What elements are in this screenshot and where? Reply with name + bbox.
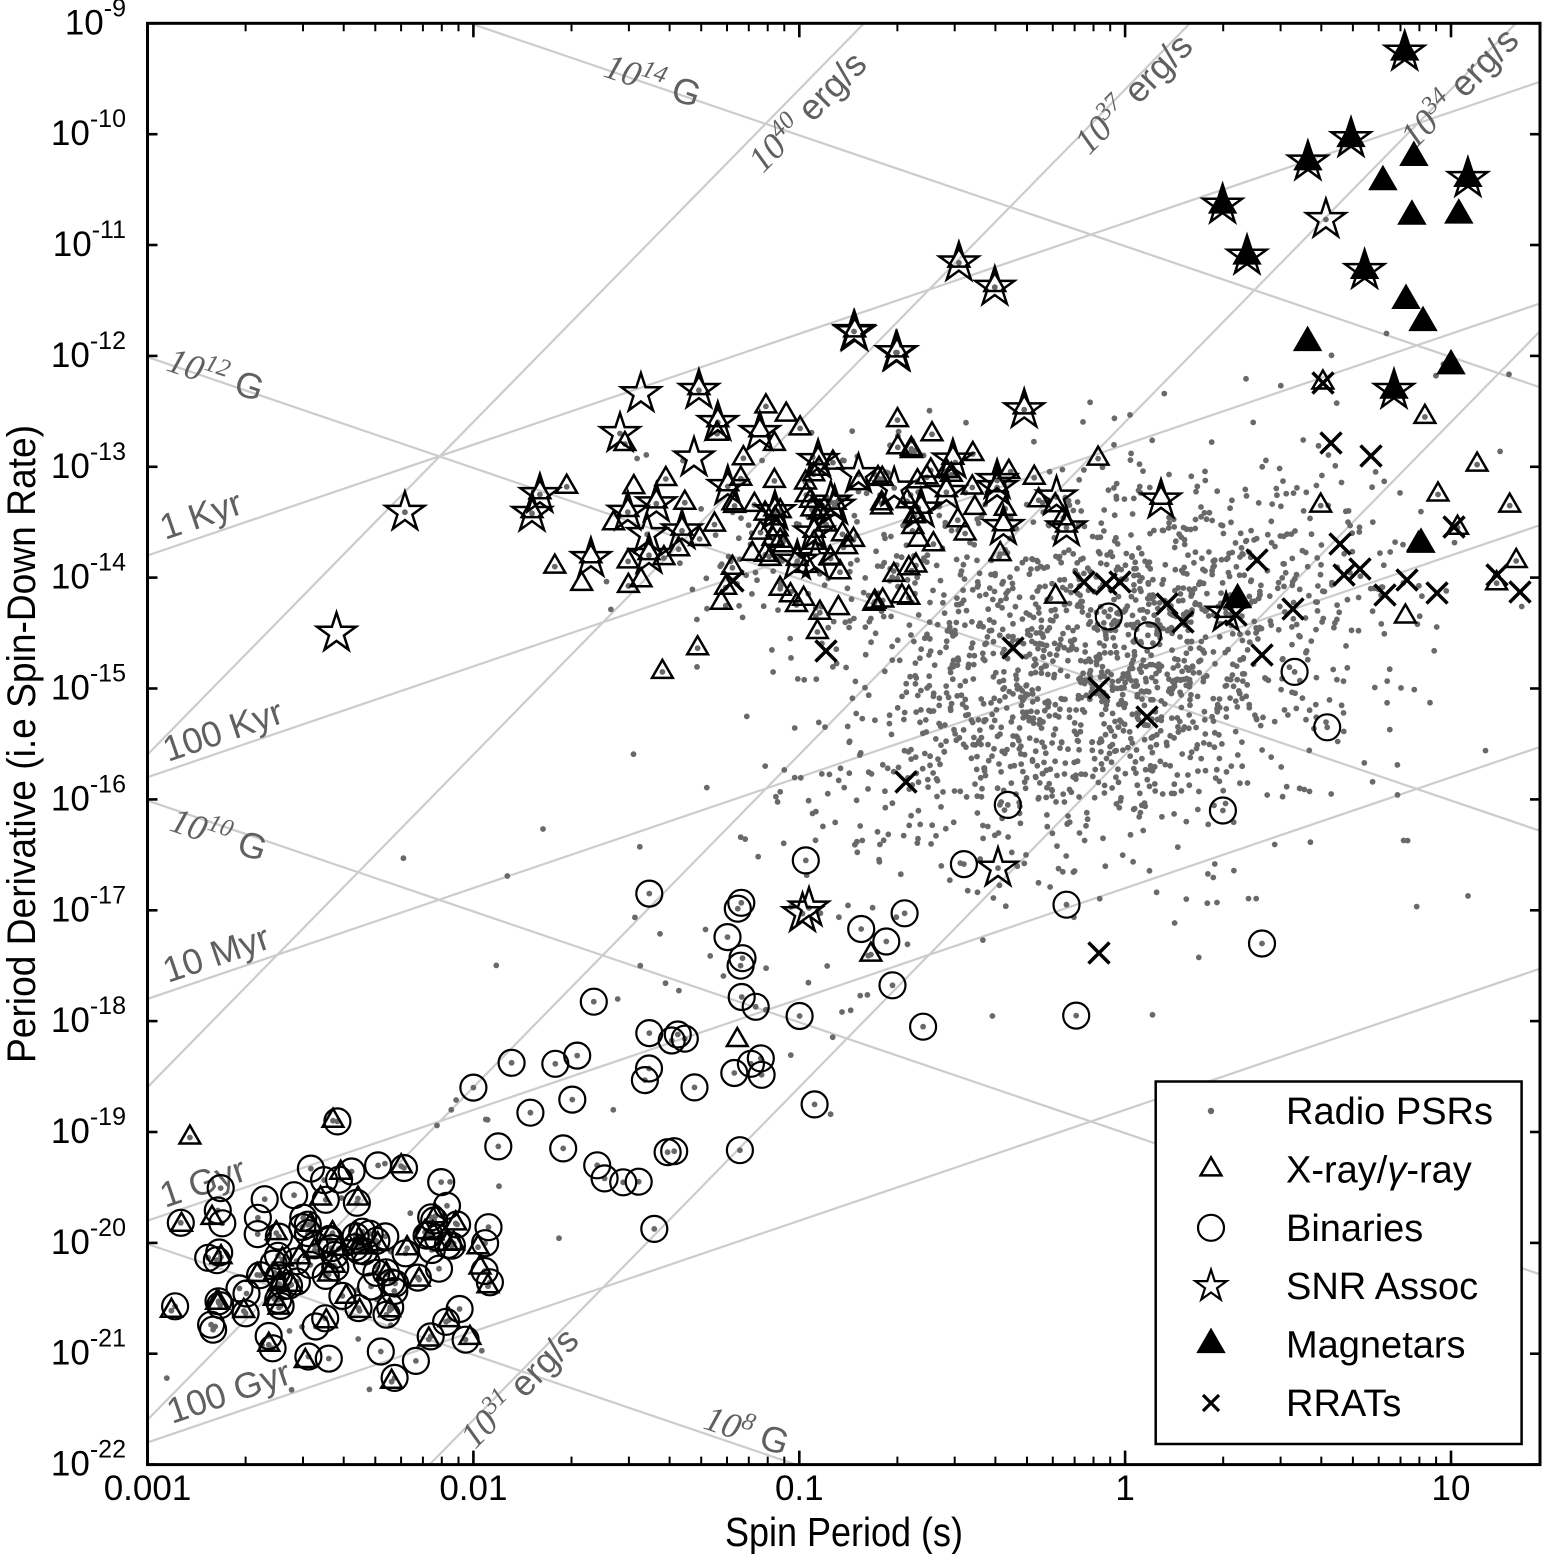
svg-text:RRATs: RRATs bbox=[1286, 1383, 1401, 1425]
svg-text:Spin Period (s): Spin Period (s) bbox=[725, 1509, 963, 1554]
svg-text:0.01: 0.01 bbox=[439, 1469, 507, 1508]
svg-text:SNR Assoc: SNR Assoc bbox=[1286, 1266, 1478, 1308]
svg-text:10-20: 10-20 bbox=[51, 1214, 126, 1262]
svg-text:0.1: 0.1 bbox=[775, 1469, 824, 1508]
svg-text:Binaries: Binaries bbox=[1286, 1208, 1423, 1250]
svg-text:1: 1 bbox=[1115, 1469, 1134, 1508]
svg-text:X-ray/γ-ray: X-ray/γ-ray bbox=[1286, 1149, 1472, 1191]
svg-text:10: 10 bbox=[1432, 1469, 1471, 1508]
svg-text:Magnetars: Magnetars bbox=[1286, 1325, 1466, 1367]
svg-text:0.001: 0.001 bbox=[104, 1469, 192, 1508]
svg-text:Radio PSRs: Radio PSRs bbox=[1286, 1091, 1493, 1133]
svg-text:Period Derivative (i.e Spin-Do: Period Derivative (i.e Spin-Down Rate) bbox=[0, 425, 44, 1063]
